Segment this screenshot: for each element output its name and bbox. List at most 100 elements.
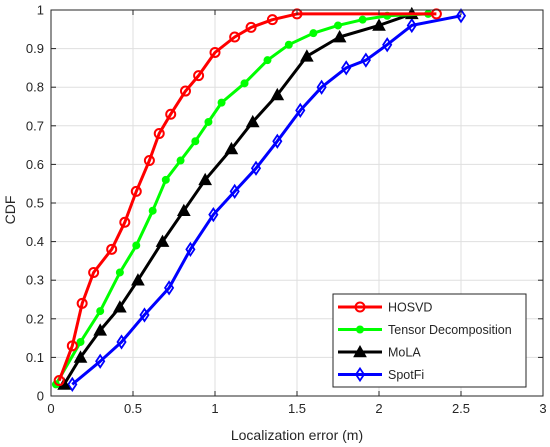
data-point-hosvd xyxy=(209,46,221,58)
x-tick-label: 1 xyxy=(211,401,218,416)
data-point-hosvd xyxy=(119,216,131,228)
y-tick-label: 0.9 xyxy=(26,41,44,56)
legend-marker-hosvd xyxy=(354,301,366,313)
data-point-hosvd xyxy=(266,14,278,26)
y-tick-label: 0.1 xyxy=(26,350,44,365)
series-spotfi xyxy=(67,8,467,393)
data-point-mola xyxy=(176,203,191,217)
legend-marker-tensor-decomposition xyxy=(356,325,364,334)
series-mola xyxy=(57,6,419,390)
data-point-tensor-decomposition xyxy=(115,268,124,277)
data-point-tensor-decomposition xyxy=(334,21,342,30)
x-tick-label: 2 xyxy=(375,401,382,416)
x-tick-label: 3 xyxy=(539,401,546,416)
legend-box xyxy=(332,293,527,388)
data-point-mola xyxy=(332,29,347,43)
data-point-tensor-decomposition xyxy=(284,40,293,49)
data-point-tensor-decomposition xyxy=(161,175,170,184)
data-point-spotfi xyxy=(139,307,150,323)
data-point-mola xyxy=(113,300,127,313)
data-point-tensor-decomposition xyxy=(263,56,272,65)
data-point-mola xyxy=(270,87,285,101)
data-point-tensor-decomposition xyxy=(132,241,141,250)
y-tick-label: 1 xyxy=(37,3,44,18)
legend-marker-mola xyxy=(353,344,367,358)
legend-label-tensor-decomposition: Tensor Decomposition xyxy=(388,323,512,337)
data-point-tensor-decomposition xyxy=(176,156,185,165)
data-point-spotfi xyxy=(208,206,219,223)
legend-items: HOSVD Tensor Decomposition MoLA SpotFi xyxy=(338,301,512,383)
data-point-hosvd xyxy=(53,375,65,387)
y-tick-label: 0.8 xyxy=(26,80,44,95)
data-point-spotfi xyxy=(116,334,127,350)
data-point-hosvd xyxy=(153,128,165,140)
data-point-spotfi xyxy=(163,280,175,296)
data-point-hosvd xyxy=(143,155,155,167)
data-point-hosvd xyxy=(179,85,191,97)
data-point-mola xyxy=(245,114,260,128)
data-point-mola xyxy=(299,49,314,62)
data-point-tensor-decomposition xyxy=(309,29,318,38)
y-tick-label: 0.2 xyxy=(26,311,44,326)
data-point-tensor-decomposition xyxy=(358,15,367,24)
data-point-spotfi xyxy=(295,102,306,118)
data-point-hosvd xyxy=(76,297,88,309)
y-tick-label: 0.7 xyxy=(26,118,44,133)
data-point-spotfi xyxy=(272,133,283,149)
x-tick-label: 1.5 xyxy=(288,401,306,416)
y-axis-label: CDF xyxy=(2,196,18,225)
series-hosvd xyxy=(53,8,442,387)
legend-label-hosvd: HOSVD xyxy=(388,301,432,315)
legend: HOSVD Tensor Decomposition MoLA SpotFi xyxy=(332,293,527,388)
y-tick-label: 0.4 xyxy=(26,234,44,249)
data-point-hosvd xyxy=(165,108,177,120)
series-layer xyxy=(51,6,467,393)
data-point-spotfi xyxy=(406,17,417,34)
legend-item-spotfi: SpotFi xyxy=(338,366,424,383)
legend-item-mola: MoLA xyxy=(338,344,421,360)
data-point-mola xyxy=(93,323,108,336)
tick-labels: 0 0.5 1 1.5 2 2.5 3 0 0.1 0.2 0.3 0.4 0.5 0.6 0.7 0.8 0.… xyxy=(26,3,547,417)
y-tick-label: 0.5 xyxy=(26,196,44,211)
data-point-spotfi xyxy=(67,376,78,393)
y-tick-label: 0.6 xyxy=(26,157,44,172)
data-point-tensor-decomposition xyxy=(96,307,105,316)
legend-marker-spotfi xyxy=(354,366,366,383)
data-point-mola xyxy=(155,234,170,247)
data-point-mola xyxy=(131,273,145,286)
x-tick-label: 0 xyxy=(47,401,54,416)
data-point-tensor-decomposition xyxy=(240,79,249,88)
legend-item-hosvd: HOSVD xyxy=(338,301,432,315)
data-point-hosvd xyxy=(88,266,100,278)
data-point-mola xyxy=(372,18,386,31)
x-axis-label: Localization error (m) xyxy=(231,427,363,443)
data-point-hosvd xyxy=(245,21,257,33)
data-point-spotfi xyxy=(185,241,196,257)
data-point-tensor-decomposition xyxy=(204,117,213,126)
data-point-mola xyxy=(73,350,88,363)
data-point-hosvd xyxy=(193,70,205,82)
data-point-spotfi xyxy=(455,8,467,24)
y-tick-label: 0 xyxy=(37,389,44,404)
x-tick-label: 0.5 xyxy=(124,401,142,416)
data-point-tensor-decomposition xyxy=(191,137,200,146)
data-point-hosvd xyxy=(66,340,78,352)
data-point-spotfi xyxy=(341,60,352,76)
data-point-hosvd xyxy=(106,243,118,255)
legend-label-spotfi: SpotFi xyxy=(388,368,424,382)
data-point-tensor-decomposition xyxy=(217,98,226,107)
data-point-hosvd xyxy=(291,8,303,20)
data-point-spotfi xyxy=(316,79,327,95)
data-point-hosvd xyxy=(229,31,241,43)
data-point-spotfi xyxy=(229,183,240,200)
data-point-mola xyxy=(224,141,239,155)
data-point-hosvd xyxy=(430,8,442,20)
x-tick-label: 2.5 xyxy=(452,401,470,416)
data-point-tensor-decomposition xyxy=(148,206,157,215)
axes xyxy=(50,9,544,397)
series-line-spotfi xyxy=(71,14,462,386)
legend-label-mola: MoLA xyxy=(388,346,421,360)
data-point-spotfi xyxy=(250,160,262,176)
data-point-spotfi xyxy=(360,52,371,68)
